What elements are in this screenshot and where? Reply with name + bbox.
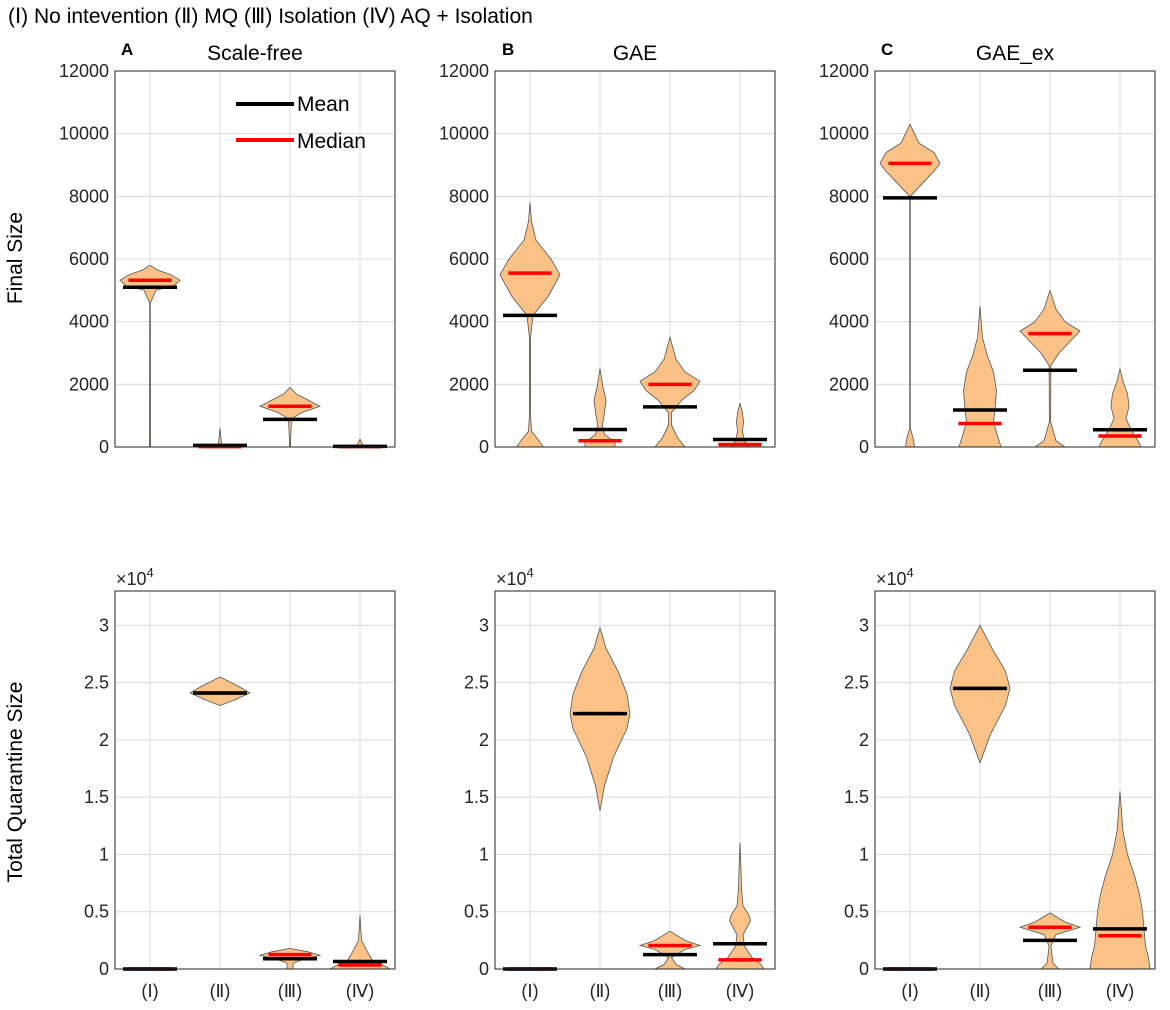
x-tick-label: (Ⅲ) — [1038, 981, 1062, 1001]
panel-letter-c: C — [881, 40, 893, 59]
violin-panels: 0200040006000800010000120000200040006000… — [59, 61, 1156, 1001]
x-tick-label: (Ⅳ) — [726, 981, 755, 1001]
violin-body — [584, 368, 616, 448]
legend-median-label: Median — [297, 130, 366, 153]
y-tick-label: 2.5 — [844, 673, 869, 693]
axis-box — [874, 590, 1156, 970]
y-tick-label: 1.5 — [844, 787, 869, 807]
axis-box — [494, 70, 776, 448]
panel-4: 0 0.5 1 1.5 2 2.5 3 (Ⅰ) (Ⅱ) (Ⅲ) (Ⅳ) — [84, 590, 396, 1001]
y-tick-label: 0.5 — [84, 902, 109, 922]
y-tick-label: 12000 — [439, 61, 489, 81]
y-tick-label: 1 — [859, 844, 869, 864]
violin-body — [949, 624, 1011, 764]
y-exponent-f-power: 4 — [907, 565, 914, 580]
y-tick-label: 8000 — [829, 186, 869, 206]
y-exponent-e-power: 4 — [527, 565, 534, 580]
y-tick-label: 0 — [859, 437, 869, 457]
y-tick-label: 2 — [859, 730, 869, 750]
y-tick-label: 0 — [479, 437, 489, 457]
axis-box — [114, 590, 396, 970]
violin-body — [638, 930, 702, 970]
y-tick-label: 2.5 — [464, 673, 489, 693]
y-tick-label: 1 — [99, 844, 109, 864]
y-tick-label: 2000 — [449, 374, 489, 394]
y-tick-label: 3 — [99, 615, 109, 635]
figure-legend-line: (Ⅰ) No intevention (Ⅱ) MQ (Ⅲ) Isolation … — [8, 5, 533, 28]
y-exponent-e: ×104 — [496, 565, 534, 589]
y-tick-label: 0 — [859, 959, 869, 979]
x-tick-label: (Ⅳ) — [346, 981, 375, 1001]
y-tick-label: 4000 — [69, 312, 109, 332]
y-tick-label: 12000 — [819, 61, 869, 81]
y-exponent-d: ×104 — [116, 565, 154, 589]
violin-body — [879, 123, 941, 448]
violin-body — [119, 264, 181, 448]
y-tick-label: 6000 — [829, 249, 869, 269]
legend-mean-label: Mean — [297, 93, 350, 116]
violin-body — [730, 403, 750, 448]
panel-1: 0 2000 4000 6000 8000 10000 12000 — [59, 61, 396, 457]
violin-body — [715, 842, 765, 970]
panel-letter-b: B — [502, 40, 514, 59]
legend: Mean Median — [236, 93, 366, 153]
panel-title-c: GAE_ex — [976, 42, 1055, 65]
y-tick-label: 2000 — [69, 374, 109, 394]
y-tick-label: 2 — [99, 730, 109, 750]
y-exponent-f: ×104 — [876, 565, 914, 589]
panel-letter-a: A — [121, 40, 133, 59]
y-tick-label: 12000 — [59, 61, 109, 81]
y-tick-label: 10000 — [59, 124, 109, 144]
y-tick-label: 6000 — [449, 249, 489, 269]
y-tick-label: 2 — [479, 730, 489, 750]
y-tick-label: 1 — [479, 844, 489, 864]
y-tick-label: 2000 — [829, 374, 869, 394]
y-tick-label: 1.5 — [84, 787, 109, 807]
y-tick-label: 8000 — [69, 186, 109, 206]
y-tick-label: 0 — [99, 437, 109, 457]
violin-body — [569, 626, 631, 811]
y-axis-label-top: Final Size — [4, 212, 27, 304]
x-tick-label: (Ⅱ) — [210, 981, 231, 1001]
x-tick-label: (Ⅰ) — [901, 981, 918, 1001]
y-tick-label: 4000 — [449, 312, 489, 332]
y-tick-label: 8000 — [449, 186, 489, 206]
violin-body — [639, 335, 701, 448]
violin-body — [499, 202, 561, 448]
violin-body — [258, 386, 322, 448]
y-tick-label: 0.5 — [464, 902, 489, 922]
violin-body — [1089, 791, 1151, 970]
panel-title-b: GAE — [613, 42, 657, 65]
x-tick-label: (Ⅰ) — [141, 981, 158, 1001]
panel-2: 0 2000 4000 6000 8000 10000 12000 — [439, 61, 776, 457]
x-tick-label: (Ⅲ) — [278, 981, 302, 1001]
y-tick-label: 10000 — [439, 124, 489, 144]
y-tick-label: 2.5 — [84, 673, 109, 693]
y-tick-label: 3 — [479, 615, 489, 635]
axis-box — [494, 590, 776, 970]
x-tick-label: (Ⅲ) — [658, 981, 682, 1001]
axis-box — [114, 70, 396, 448]
y-tick-label: 10000 — [819, 124, 869, 144]
panel-3: 0 2000 4000 6000 8000 10000 12000 — [819, 61, 1156, 457]
panel-5: 0 0.5 1 1.5 2 2.5 3 (Ⅰ) (Ⅱ) (Ⅲ) (Ⅳ) — [464, 590, 776, 1001]
y-tick-label: 1.5 — [464, 787, 489, 807]
y-exponent-d-power: 4 — [147, 565, 154, 580]
violin-body — [958, 305, 1002, 448]
panel-6: 0 0.5 1 1.5 2 2.5 3 (Ⅰ) (Ⅱ) (Ⅲ) (Ⅳ) — [844, 590, 1156, 1001]
y-tick-label: 6000 — [69, 249, 109, 269]
y-tick-label: 0 — [99, 959, 109, 979]
y-tick-label: 3 — [859, 615, 869, 635]
y-tick-label: 0.5 — [844, 902, 869, 922]
y-tick-label: 4000 — [829, 312, 869, 332]
y-axis-label-bottom: Total Quarantine Size — [4, 682, 27, 883]
x-tick-label: (Ⅱ) — [970, 981, 991, 1001]
panel-title-a: Scale-free — [207, 42, 303, 65]
y-tick-label: 0 — [479, 959, 489, 979]
x-tick-label: (Ⅳ) — [1106, 981, 1135, 1001]
axis-box — [874, 70, 1156, 448]
x-tick-label: (Ⅱ) — [590, 981, 611, 1001]
x-tick-label: (Ⅰ) — [521, 981, 538, 1001]
